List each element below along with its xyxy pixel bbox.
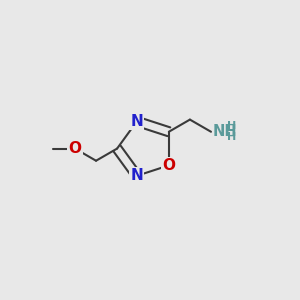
Text: O: O bbox=[162, 158, 176, 173]
Text: H: H bbox=[227, 132, 236, 142]
Text: N: N bbox=[130, 114, 143, 129]
Text: H: H bbox=[227, 121, 236, 131]
Text: O: O bbox=[68, 141, 82, 156]
Text: N: N bbox=[130, 168, 143, 183]
Text: NH: NH bbox=[212, 124, 237, 139]
